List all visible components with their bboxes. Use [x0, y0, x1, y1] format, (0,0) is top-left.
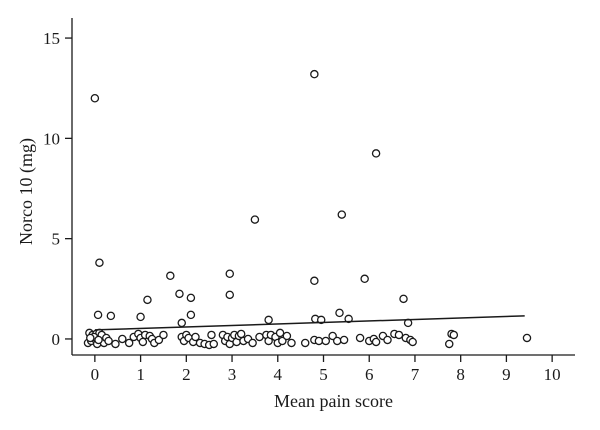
data-point [124, 338, 134, 348]
data-point [175, 289, 184, 299]
data-point [143, 295, 152, 305]
data-point [136, 312, 145, 322]
data-point [111, 339, 120, 349]
data-point [332, 336, 342, 346]
data-point [383, 335, 392, 345]
x-tick-label: 10 [544, 365, 561, 384]
data-point [209, 339, 219, 349]
data-points [83, 69, 532, 350]
y-axis-label: Norco 10 (mg) [16, 138, 37, 245]
data-point [90, 93, 100, 103]
x-tick-label: 8 [456, 365, 465, 384]
data-point [186, 293, 196, 303]
data-point [236, 329, 246, 339]
data-point [371, 149, 381, 158]
x-tick-label: 7 [411, 365, 420, 384]
tick-group: 0 1 2 3 4 5 6 7 8 9 10 0 5 10 15 [43, 29, 561, 384]
data-point [522, 333, 532, 343]
data-point [444, 339, 454, 349]
data-point [316, 315, 326, 325]
data-point [300, 338, 310, 348]
data-point [394, 330, 404, 340]
data-point [225, 290, 235, 300]
trend-line [94, 315, 525, 331]
data-point [360, 274, 369, 284]
data-point [408, 337, 417, 347]
data-point [104, 336, 113, 346]
data-point [399, 294, 408, 304]
x-tick-label: 3 [228, 365, 237, 384]
data-point [177, 318, 186, 328]
x-tick-label: 6 [365, 365, 374, 384]
data-point [371, 337, 381, 347]
data-point [118, 334, 127, 344]
y-tick-label: 15 [43, 29, 60, 48]
data-point [282, 331, 292, 341]
x-tick-label: 5 [319, 365, 328, 384]
data-point [449, 330, 459, 340]
data-point [191, 332, 200, 342]
data-point [159, 330, 168, 340]
data-point [207, 330, 216, 340]
data-point [93, 310, 103, 320]
y-tick-label: 0 [52, 330, 61, 349]
data-point [250, 215, 260, 224]
data-point [355, 333, 365, 343]
x-tick-label: 4 [274, 365, 283, 384]
x-tick-label: 9 [502, 365, 511, 384]
data-point [166, 271, 175, 281]
y-tick-label: 10 [43, 129, 60, 148]
data-point [287, 338, 296, 348]
x-axis-label: Mean pain score [274, 391, 393, 411]
data-point [275, 328, 285, 338]
data-point [94, 335, 103, 345]
data-point [310, 276, 319, 286]
data-point [248, 338, 257, 348]
data-point [86, 333, 95, 343]
data-point [321, 336, 331, 346]
data-point [344, 314, 353, 324]
data-point [95, 258, 104, 267]
y-tick-label: 5 [52, 230, 61, 249]
data-point [255, 332, 264, 342]
data-point [106, 311, 116, 321]
x-tick-label: 1 [136, 365, 145, 384]
data-point [186, 310, 196, 320]
data-point [310, 69, 319, 79]
data-point [314, 336, 324, 346]
x-tick-label: 0 [91, 365, 100, 384]
data-point [339, 335, 349, 345]
x-tick-label: 2 [182, 365, 191, 384]
data-point [264, 315, 273, 325]
data-point [337, 210, 347, 219]
data-point [335, 308, 344, 318]
axes [71, 18, 575, 356]
data-point [225, 269, 235, 279]
data-point [138, 337, 148, 347]
